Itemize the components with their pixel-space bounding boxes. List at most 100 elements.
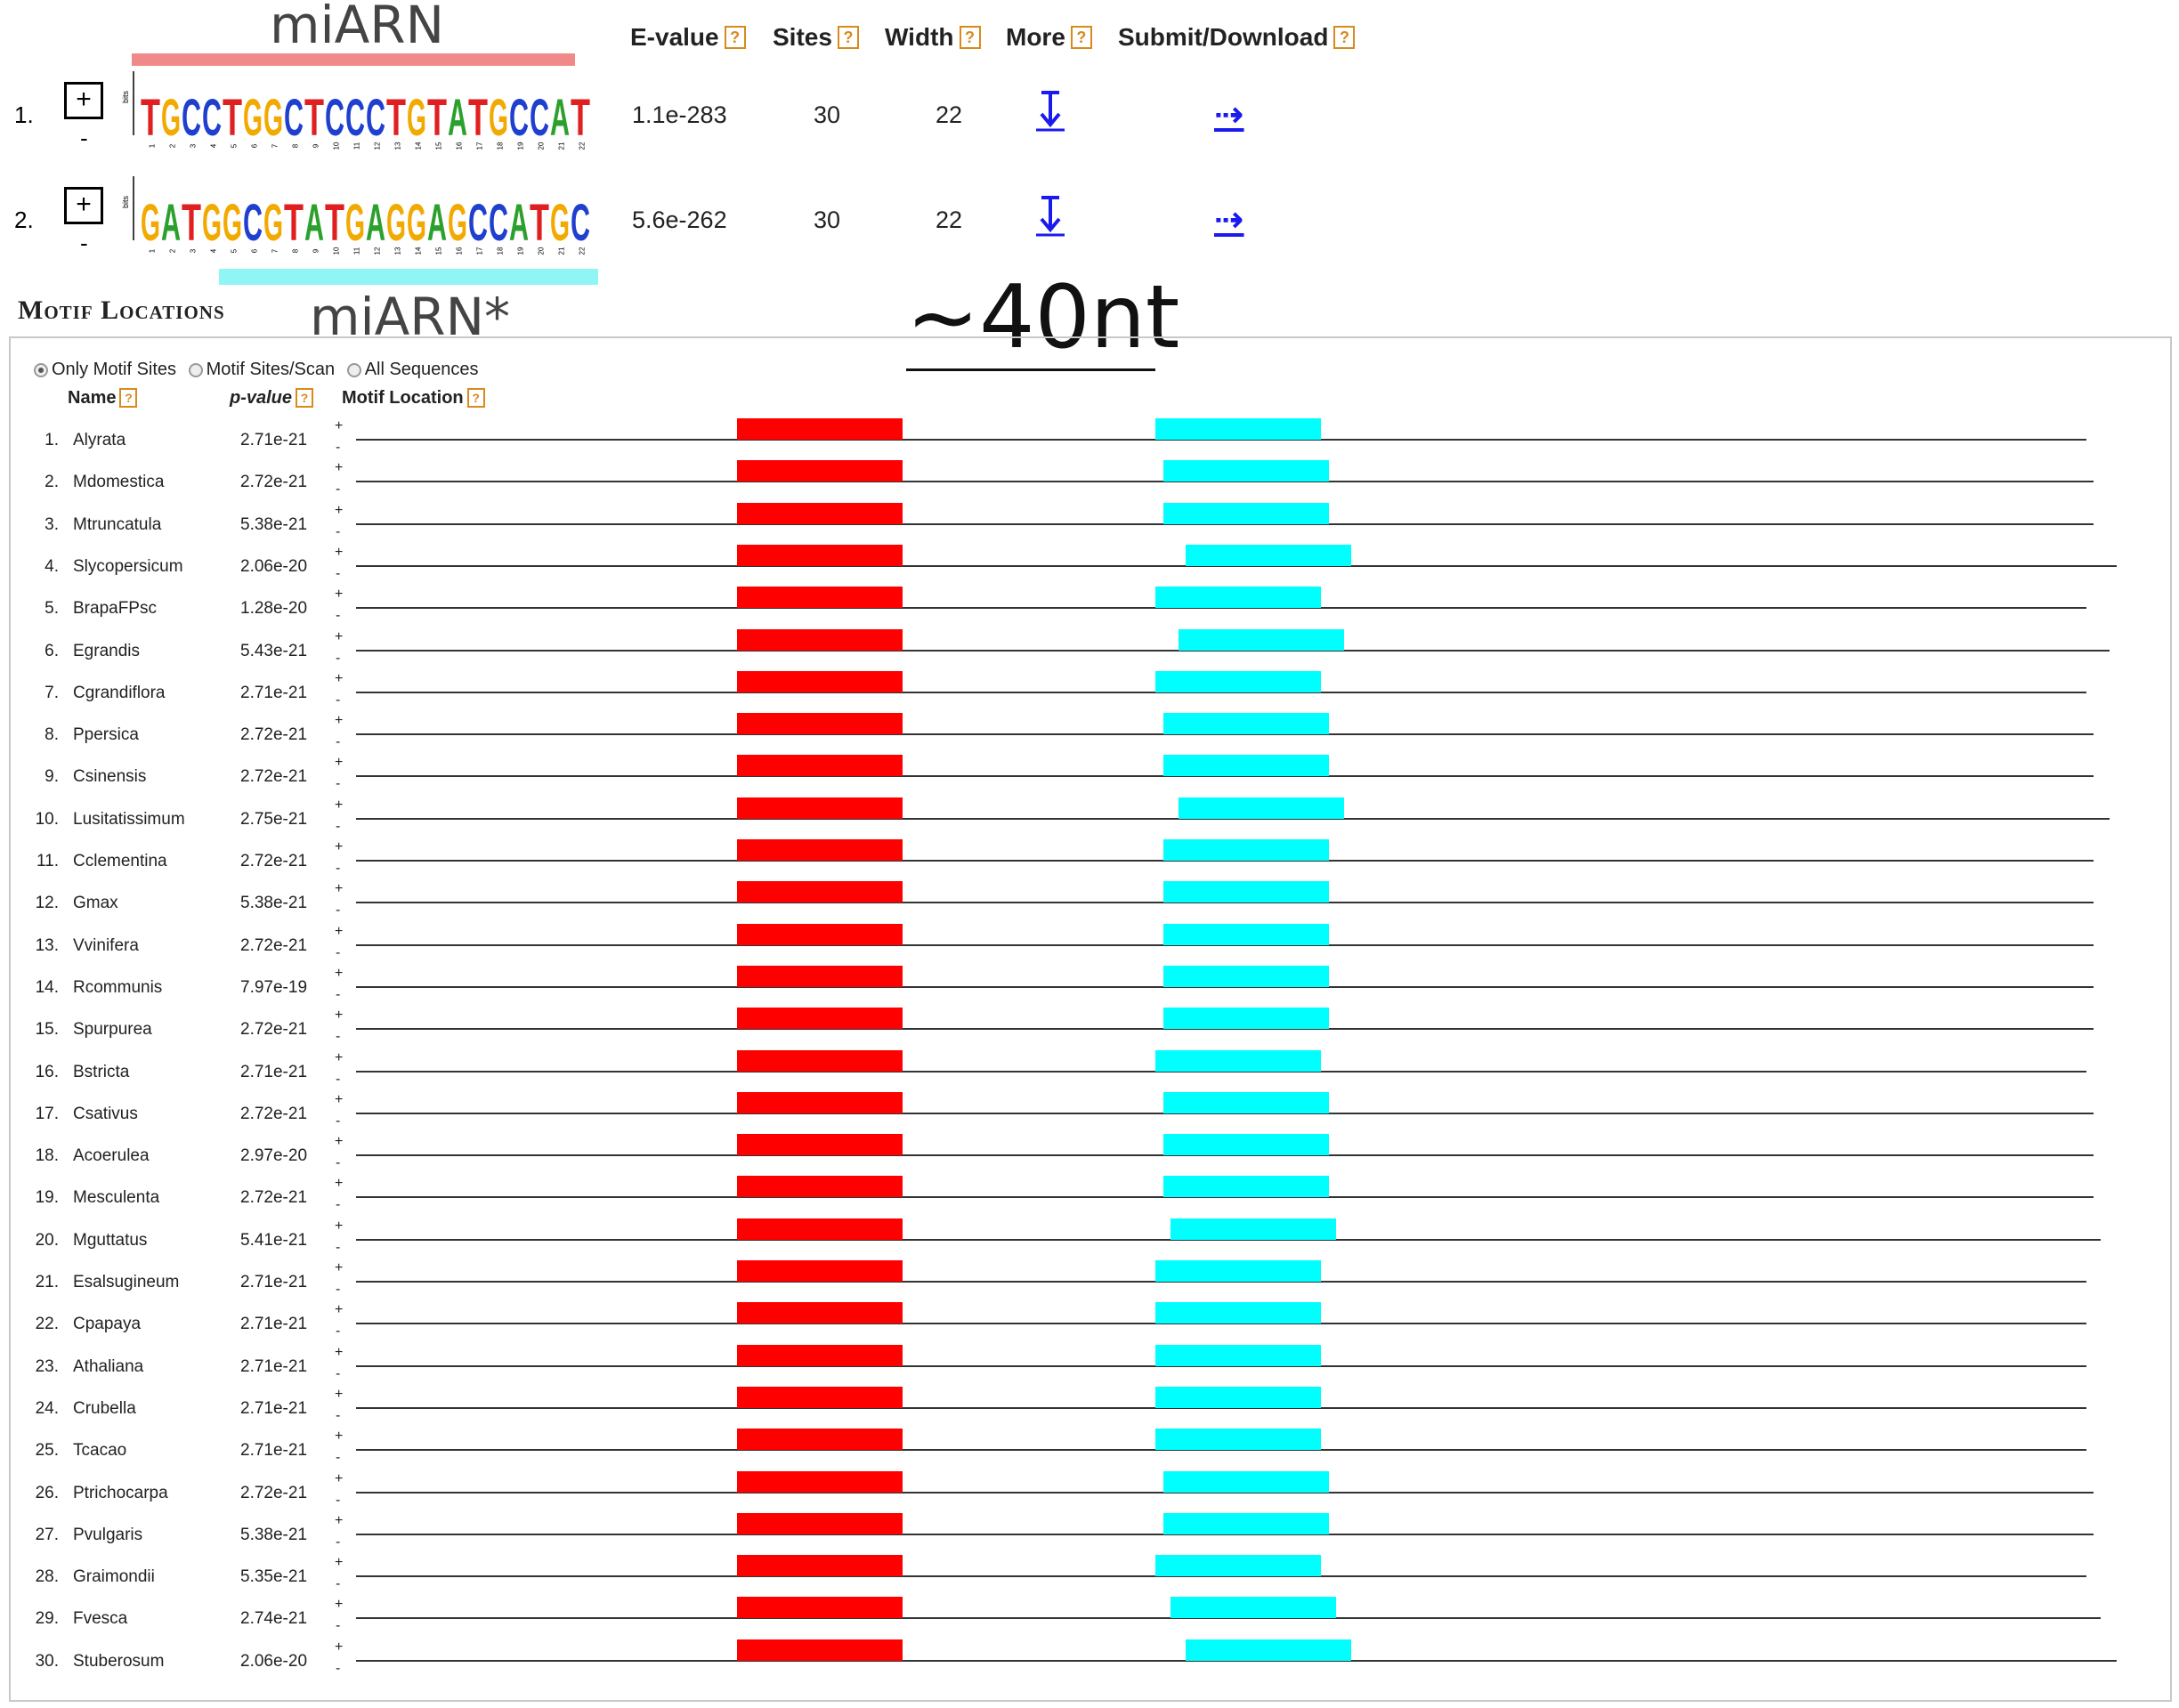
sequence-number: 18. xyxy=(35,1146,59,1166)
motif-site-mirna[interactable] xyxy=(737,628,903,651)
motif-site-mirna[interactable] xyxy=(737,923,903,945)
help-icon[interactable]: ? xyxy=(959,26,981,49)
motif-site-mirna[interactable] xyxy=(737,1386,903,1408)
help-icon[interactable]: ? xyxy=(724,26,746,49)
sequence-logo[interactable]: bits G1 A2 T3 G4 G5 C6 G7 T8 A9 T10 G11 A12 G13 G14 A15… xyxy=(119,173,600,258)
motif-site-mirna[interactable] xyxy=(737,797,903,819)
motif-site-mirna[interactable] xyxy=(737,965,903,987)
sequence-number: 10. xyxy=(35,809,59,829)
motif-site-mirna-star[interactable] xyxy=(1155,1260,1321,1282)
pvalue-header-label: p-value xyxy=(230,388,293,408)
motif-site-mirna-star[interactable] xyxy=(1163,839,1329,861)
motif-site-mirna[interactable] xyxy=(737,1470,903,1493)
motif-site-mirna-star[interactable] xyxy=(1163,1008,1329,1030)
help-icon[interactable]: ? xyxy=(296,388,314,408)
collapse-button[interactable]: - xyxy=(80,125,88,151)
motif-site-mirna[interactable] xyxy=(737,1512,903,1534)
motif-sites: 30 xyxy=(814,101,841,128)
motif-site-mirna-star[interactable] xyxy=(1179,797,1344,819)
motif-site-mirna-star[interactable] xyxy=(1163,1512,1329,1534)
logo-letter: G xyxy=(263,194,283,252)
motif-number: 2. xyxy=(14,206,34,233)
help-icon[interactable]: ? xyxy=(1333,26,1356,49)
motif-site-mirna-star[interactable] xyxy=(1155,1344,1321,1366)
motif-site-mirna-star[interactable] xyxy=(1163,881,1329,903)
motif-site-mirna-star[interactable] xyxy=(1163,1091,1329,1113)
motif-site-mirna-star[interactable] xyxy=(1163,1176,1329,1198)
motif-site-mirna[interactable] xyxy=(737,1049,903,1072)
motif-site-mirna[interactable] xyxy=(737,713,903,735)
motif-site-mirna-star[interactable] xyxy=(1163,923,1329,945)
motif-site-mirna[interactable] xyxy=(737,1134,903,1156)
motif-site-mirna[interactable] xyxy=(737,1091,903,1113)
motif-site-mirna-star[interactable] xyxy=(1171,1597,1336,1619)
expand-button[interactable]: + xyxy=(64,82,103,119)
motif-site-mirna-star[interactable] xyxy=(1163,1134,1329,1156)
motif-site-mirna[interactable] xyxy=(737,881,903,903)
sequence-name: Slycopersicum xyxy=(73,556,183,576)
motif-site-mirna-star[interactable] xyxy=(1171,1218,1336,1240)
sequence-pvalue: 2.97e-20 xyxy=(240,1146,308,1166)
motif-site-mirna[interactable] xyxy=(737,1555,903,1577)
motif-site-mirna-star[interactable] xyxy=(1155,1555,1321,1577)
sequence-number: 21. xyxy=(35,1273,59,1291)
motif-site-mirna-star[interactable] xyxy=(1186,544,1351,566)
motif-site-mirna-star[interactable] xyxy=(1155,587,1321,609)
motif-site-mirna-star[interactable] xyxy=(1163,713,1329,735)
down-arrow-icon[interactable] xyxy=(1031,87,1070,134)
motif-site-mirna-star[interactable] xyxy=(1155,1386,1321,1408)
motif-site-mirna[interactable] xyxy=(737,1597,903,1619)
strand-plus: + xyxy=(335,839,344,854)
motif-site-mirna[interactable] xyxy=(737,1302,903,1324)
expand-button[interactable]: + xyxy=(64,187,103,224)
collapse-button[interactable]: - xyxy=(80,230,88,256)
motif-site-mirna-star[interactable] xyxy=(1163,1470,1329,1493)
sequence-line xyxy=(356,1238,2101,1241)
motif-site-mirna-star[interactable] xyxy=(1163,460,1329,482)
sequence-logo[interactable]: bits T1 G2 C3 C4 T5 G6 G7 C8 T9 C10 C11 C12 T13 G14 T15… xyxy=(119,68,600,153)
logo-letter: A xyxy=(161,194,181,252)
motif-site-mirna[interactable] xyxy=(737,755,903,777)
motif-site-mirna[interactable] xyxy=(737,460,903,482)
motif-site-mirna-star[interactable] xyxy=(1186,1639,1351,1661)
motif-site-mirna-star[interactable] xyxy=(1155,418,1321,440)
motif-site-mirna-star[interactable] xyxy=(1163,755,1329,777)
radio-all-sequences[interactable]: All Sequences xyxy=(346,360,479,380)
motif-site-mirna-star[interactable] xyxy=(1163,965,1329,987)
motif-site-mirna[interactable] xyxy=(737,1008,903,1030)
motif-site-mirna[interactable] xyxy=(737,502,903,524)
strand-plus: + xyxy=(335,881,344,897)
motif-site-mirna[interactable] xyxy=(737,1176,903,1198)
strand-minus: - xyxy=(336,734,341,750)
logo-position-label: 1 xyxy=(149,143,157,148)
down-arrow-icon[interactable] xyxy=(1031,192,1070,239)
motif-site-mirna[interactable] xyxy=(737,839,903,861)
motif-site-mirna[interactable] xyxy=(737,670,903,692)
motif-site-mirna[interactable] xyxy=(737,1218,903,1240)
sequence-row: 21. Esalsugineum 2.71e-21 + - xyxy=(0,1260,2172,1302)
motif-site-mirna-star[interactable] xyxy=(1155,1429,1321,1451)
submit-download-arrow[interactable]: ⇢ xyxy=(1214,200,1244,239)
motif-site-mirna[interactable] xyxy=(737,418,903,440)
help-icon[interactable]: ? xyxy=(837,26,859,49)
motif-site-mirna[interactable] xyxy=(737,587,903,609)
help-icon[interactable]: ? xyxy=(119,388,138,408)
motif-site-mirna-star[interactable] xyxy=(1155,1049,1321,1072)
sequence-pvalue: 1.28e-20 xyxy=(240,599,308,619)
motif-site-mirna-star[interactable] xyxy=(1163,502,1329,524)
motif-site-mirna[interactable] xyxy=(737,1344,903,1366)
motif-site-mirna-star[interactable] xyxy=(1155,670,1321,692)
motif-site-mirna-star[interactable] xyxy=(1155,1302,1321,1324)
motif-site-mirna-star[interactable] xyxy=(1179,628,1344,651)
sequence-number: 3. xyxy=(45,514,59,534)
motif-site-mirna[interactable] xyxy=(737,1260,903,1282)
strand-plus: + xyxy=(335,755,344,771)
motif-site-mirna[interactable] xyxy=(737,1429,903,1451)
radio-motif-sites-scan[interactable]: Motif Sites/Scan xyxy=(188,360,335,380)
help-icon[interactable]: ? xyxy=(466,388,485,408)
submit-download-arrow[interactable]: ⇢ xyxy=(1214,95,1244,134)
motif-site-mirna[interactable] xyxy=(737,1639,903,1661)
help-icon[interactable]: ? xyxy=(1070,26,1092,49)
radio-only-motif-sites[interactable]: Only Motif Sites xyxy=(34,360,176,380)
motif-site-mirna[interactable] xyxy=(737,544,903,566)
